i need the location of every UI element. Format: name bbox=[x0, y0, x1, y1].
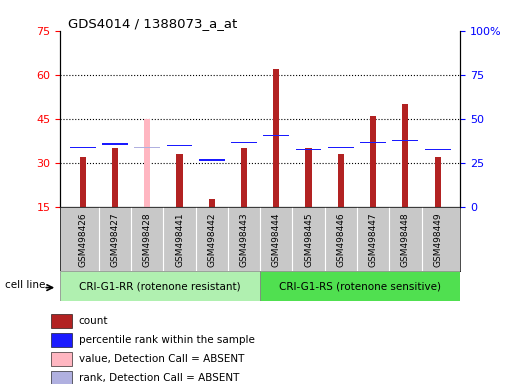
Bar bbox=[79, 157, 86, 207]
Text: GSM498445: GSM498445 bbox=[304, 212, 313, 267]
Text: GSM498427: GSM498427 bbox=[110, 212, 119, 267]
Text: GSM498443: GSM498443 bbox=[240, 212, 248, 267]
Bar bbox=[402, 104, 408, 207]
Text: GSM498447: GSM498447 bbox=[369, 212, 378, 267]
Text: GSM498448: GSM498448 bbox=[401, 212, 410, 267]
Bar bbox=[199, 159, 225, 161]
Text: CRI-G1-RS (rotenone sensitive): CRI-G1-RS (rotenone sensitive) bbox=[279, 281, 441, 291]
Bar bbox=[167, 145, 192, 146]
Bar bbox=[134, 147, 160, 148]
Bar bbox=[435, 157, 441, 207]
Text: GSM498444: GSM498444 bbox=[272, 212, 281, 267]
Text: GSM498442: GSM498442 bbox=[207, 212, 217, 267]
Bar bbox=[102, 143, 128, 145]
Bar bbox=[112, 149, 118, 207]
Text: GSM498446: GSM498446 bbox=[336, 212, 345, 267]
Bar bbox=[260, 271, 460, 301]
Bar bbox=[176, 154, 183, 207]
Bar bbox=[51, 371, 72, 384]
Bar bbox=[264, 134, 289, 136]
Bar bbox=[425, 149, 450, 150]
Bar bbox=[392, 140, 418, 141]
Bar bbox=[51, 353, 72, 366]
Bar bbox=[241, 149, 247, 207]
Text: percentile rank within the sample: percentile rank within the sample bbox=[78, 335, 255, 345]
Text: GSM498426: GSM498426 bbox=[78, 212, 87, 267]
Text: GSM498449: GSM498449 bbox=[433, 212, 442, 267]
Text: value, Detection Call = ABSENT: value, Detection Call = ABSENT bbox=[78, 354, 244, 364]
Bar bbox=[70, 147, 96, 148]
Bar bbox=[338, 154, 344, 207]
Bar bbox=[295, 149, 322, 150]
Bar bbox=[51, 314, 72, 328]
Bar bbox=[328, 147, 354, 148]
Bar bbox=[273, 69, 279, 207]
Bar bbox=[60, 271, 260, 301]
Bar bbox=[370, 116, 376, 207]
Text: GDS4014 / 1388073_a_at: GDS4014 / 1388073_a_at bbox=[68, 17, 237, 30]
Bar bbox=[51, 333, 72, 347]
Bar bbox=[209, 199, 215, 207]
Text: rank, Detection Call = ABSENT: rank, Detection Call = ABSENT bbox=[78, 373, 239, 383]
Bar bbox=[144, 119, 151, 207]
Bar bbox=[231, 142, 257, 143]
Text: GSM498428: GSM498428 bbox=[143, 212, 152, 267]
Text: GSM498441: GSM498441 bbox=[175, 212, 184, 267]
Text: CRI-G1-RR (rotenone resistant): CRI-G1-RR (rotenone resistant) bbox=[79, 281, 241, 291]
Bar bbox=[360, 142, 386, 143]
Text: cell line: cell line bbox=[5, 280, 45, 290]
Bar bbox=[305, 149, 312, 207]
Text: count: count bbox=[78, 316, 108, 326]
